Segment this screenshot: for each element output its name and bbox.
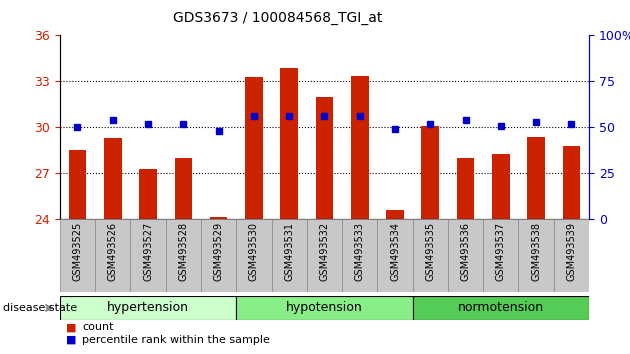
Text: GSM493530: GSM493530 xyxy=(249,222,259,281)
Text: hypotension: hypotension xyxy=(286,302,363,314)
Text: GSM493534: GSM493534 xyxy=(390,222,400,281)
Bar xyxy=(139,169,157,219)
FancyBboxPatch shape xyxy=(483,219,518,292)
FancyBboxPatch shape xyxy=(377,219,413,292)
Text: GSM493535: GSM493535 xyxy=(425,222,435,281)
Text: GSM493531: GSM493531 xyxy=(284,222,294,281)
Bar xyxy=(280,68,298,219)
Text: GSM493539: GSM493539 xyxy=(566,222,576,281)
Bar xyxy=(175,158,192,219)
Bar xyxy=(104,138,122,219)
Text: ■: ■ xyxy=(66,322,77,332)
FancyBboxPatch shape xyxy=(236,219,272,292)
Bar xyxy=(527,137,545,219)
Text: GDS3673 / 100084568_TGI_at: GDS3673 / 100084568_TGI_at xyxy=(173,11,382,25)
FancyBboxPatch shape xyxy=(166,219,201,292)
FancyBboxPatch shape xyxy=(201,219,236,292)
FancyBboxPatch shape xyxy=(413,219,448,292)
FancyBboxPatch shape xyxy=(518,219,554,292)
Text: GSM493532: GSM493532 xyxy=(319,222,329,281)
FancyBboxPatch shape xyxy=(413,296,589,320)
Bar xyxy=(316,97,333,219)
Text: GSM493536: GSM493536 xyxy=(461,222,471,281)
Text: GSM493525: GSM493525 xyxy=(72,222,83,281)
Bar xyxy=(210,217,227,219)
Bar xyxy=(492,154,510,219)
Text: normotension: normotension xyxy=(458,302,544,314)
Text: GSM493526: GSM493526 xyxy=(108,222,118,281)
FancyBboxPatch shape xyxy=(60,219,95,292)
FancyBboxPatch shape xyxy=(95,219,130,292)
Bar xyxy=(457,158,474,219)
Text: GSM493527: GSM493527 xyxy=(143,222,153,281)
FancyBboxPatch shape xyxy=(554,219,589,292)
Bar xyxy=(563,146,580,219)
Text: GSM493528: GSM493528 xyxy=(178,222,188,281)
Bar xyxy=(421,126,439,219)
Bar xyxy=(69,150,86,219)
FancyBboxPatch shape xyxy=(342,219,377,292)
Text: ■: ■ xyxy=(66,335,77,345)
Text: GSM493538: GSM493538 xyxy=(531,222,541,281)
Text: GSM493533: GSM493533 xyxy=(355,222,365,281)
FancyBboxPatch shape xyxy=(448,219,483,292)
FancyBboxPatch shape xyxy=(236,296,413,320)
Text: count: count xyxy=(82,322,113,332)
Bar xyxy=(386,210,404,219)
FancyBboxPatch shape xyxy=(130,219,166,292)
Text: GSM493537: GSM493537 xyxy=(496,222,506,281)
Text: percentile rank within the sample: percentile rank within the sample xyxy=(82,335,270,345)
Bar xyxy=(245,77,263,219)
Text: hypertension: hypertension xyxy=(107,302,189,314)
FancyBboxPatch shape xyxy=(272,219,307,292)
FancyBboxPatch shape xyxy=(60,296,236,320)
FancyBboxPatch shape xyxy=(307,219,342,292)
Text: disease state: disease state xyxy=(3,303,77,313)
Bar xyxy=(351,76,369,219)
Text: GSM493529: GSM493529 xyxy=(214,222,224,281)
